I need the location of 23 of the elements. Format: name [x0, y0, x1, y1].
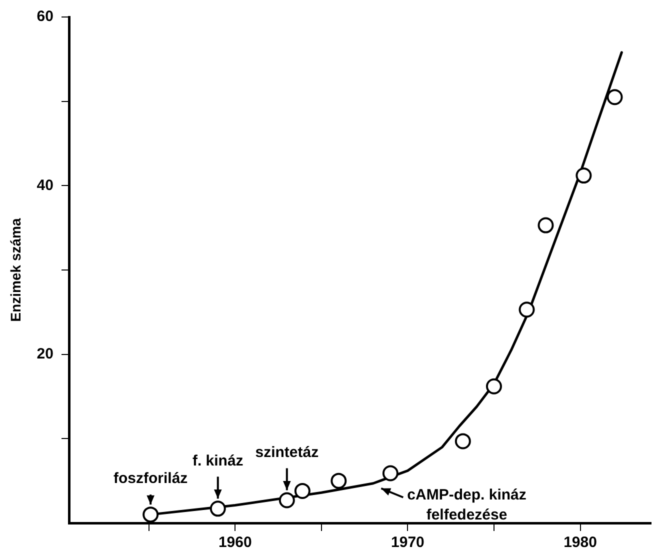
- point: [210, 500, 226, 517]
- point: [454, 433, 471, 450]
- point: [576, 168, 592, 184]
- point: [486, 378, 502, 394]
- point: [538, 217, 554, 234]
- x-tick-label: 1980: [564, 534, 597, 552]
- annotation: szintetáz: [255, 444, 319, 461]
- y-tick-label: 60: [36, 8, 54, 26]
- x-tick-label: 1970: [391, 534, 424, 552]
- point: [142, 506, 159, 523]
- annotation: foszforiláz: [113, 470, 188, 488]
- point: [294, 482, 310, 499]
- annotation: cAMP-dep. kináz felfedezése: [407, 486, 526, 524]
- point: [330, 472, 347, 489]
- annotation: f. kináz: [192, 452, 244, 470]
- y-tick-label: 40: [36, 176, 54, 194]
- x-tick-label: 1960: [218, 534, 252, 552]
- point: [606, 89, 623, 106]
- y-tick-label: 20: [36, 345, 54, 362]
- point: [518, 302, 535, 318]
- point: [382, 465, 398, 482]
- y-axis-title: Enzimek száma: [7, 218, 24, 322]
- point: [278, 492, 295, 508]
